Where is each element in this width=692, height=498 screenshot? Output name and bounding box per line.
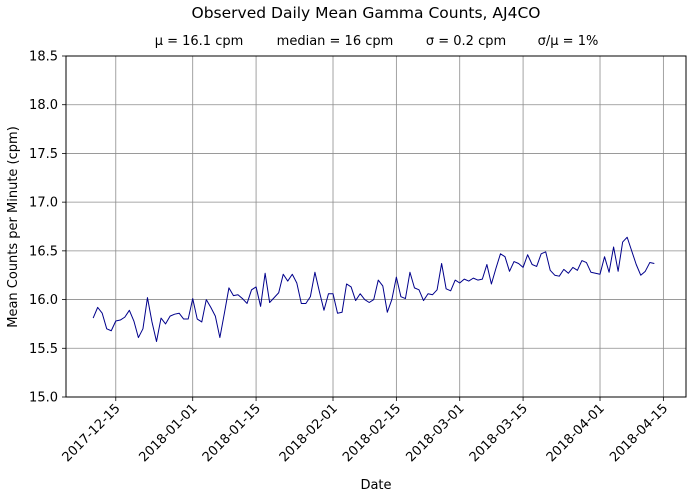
plot-frame: [65, 55, 687, 398]
stat-sigma: σ = 0.2 cpm: [426, 34, 506, 49]
x-tick-label: 2018-01-01: [137, 401, 201, 465]
y-tick-label: 16.5: [29, 244, 58, 259]
x-tick-label: 2018-04-01: [544, 401, 608, 465]
x-tick-label: 2018-01-15: [200, 401, 264, 465]
series-line: [92, 236, 655, 342]
grid: [66, 55, 686, 398]
x-tick-label: 2018-03-01: [404, 401, 468, 465]
stat-median: median = 16 cpm: [277, 34, 394, 49]
y-tick-label: 17.0: [29, 196, 58, 211]
x-tick-label: 2018-03-15: [467, 401, 531, 465]
y-tick-label: 16.0: [29, 293, 58, 308]
y-axis-label: Mean Counts per Minute (cpm): [6, 126, 21, 328]
y-axis: 15.0 15.5 16.0 16.5 17.0 17.5 18.0 18.5: [29, 50, 66, 406]
x-tick-label: 2018-02-15: [340, 401, 404, 465]
stat-cv: σ/μ = 1%: [538, 34, 599, 49]
y-tick-label: 18.0: [29, 98, 58, 113]
x-axis-label: Date: [360, 478, 391, 493]
stat-mean: μ = 16.1 cpm: [155, 34, 244, 49]
y-tick-label: 18.5: [29, 50, 58, 65]
y-tick-label: 15.5: [29, 342, 58, 357]
y-tick-label: 17.5: [29, 147, 58, 162]
x-tick-label: 2018-02-01: [277, 401, 341, 465]
x-axis: 2017-12-15 2018-01-01 2018-01-15 2018-02-01…: [60, 397, 671, 465]
chart-title: Observed Daily Mean Gamma Counts, AJ4CO: [192, 4, 541, 22]
x-tick-label: 2017-12-15: [60, 401, 124, 465]
x-tick-label: 2018-04-15: [607, 401, 671, 465]
y-tick-label: 15.0: [29, 391, 58, 406]
